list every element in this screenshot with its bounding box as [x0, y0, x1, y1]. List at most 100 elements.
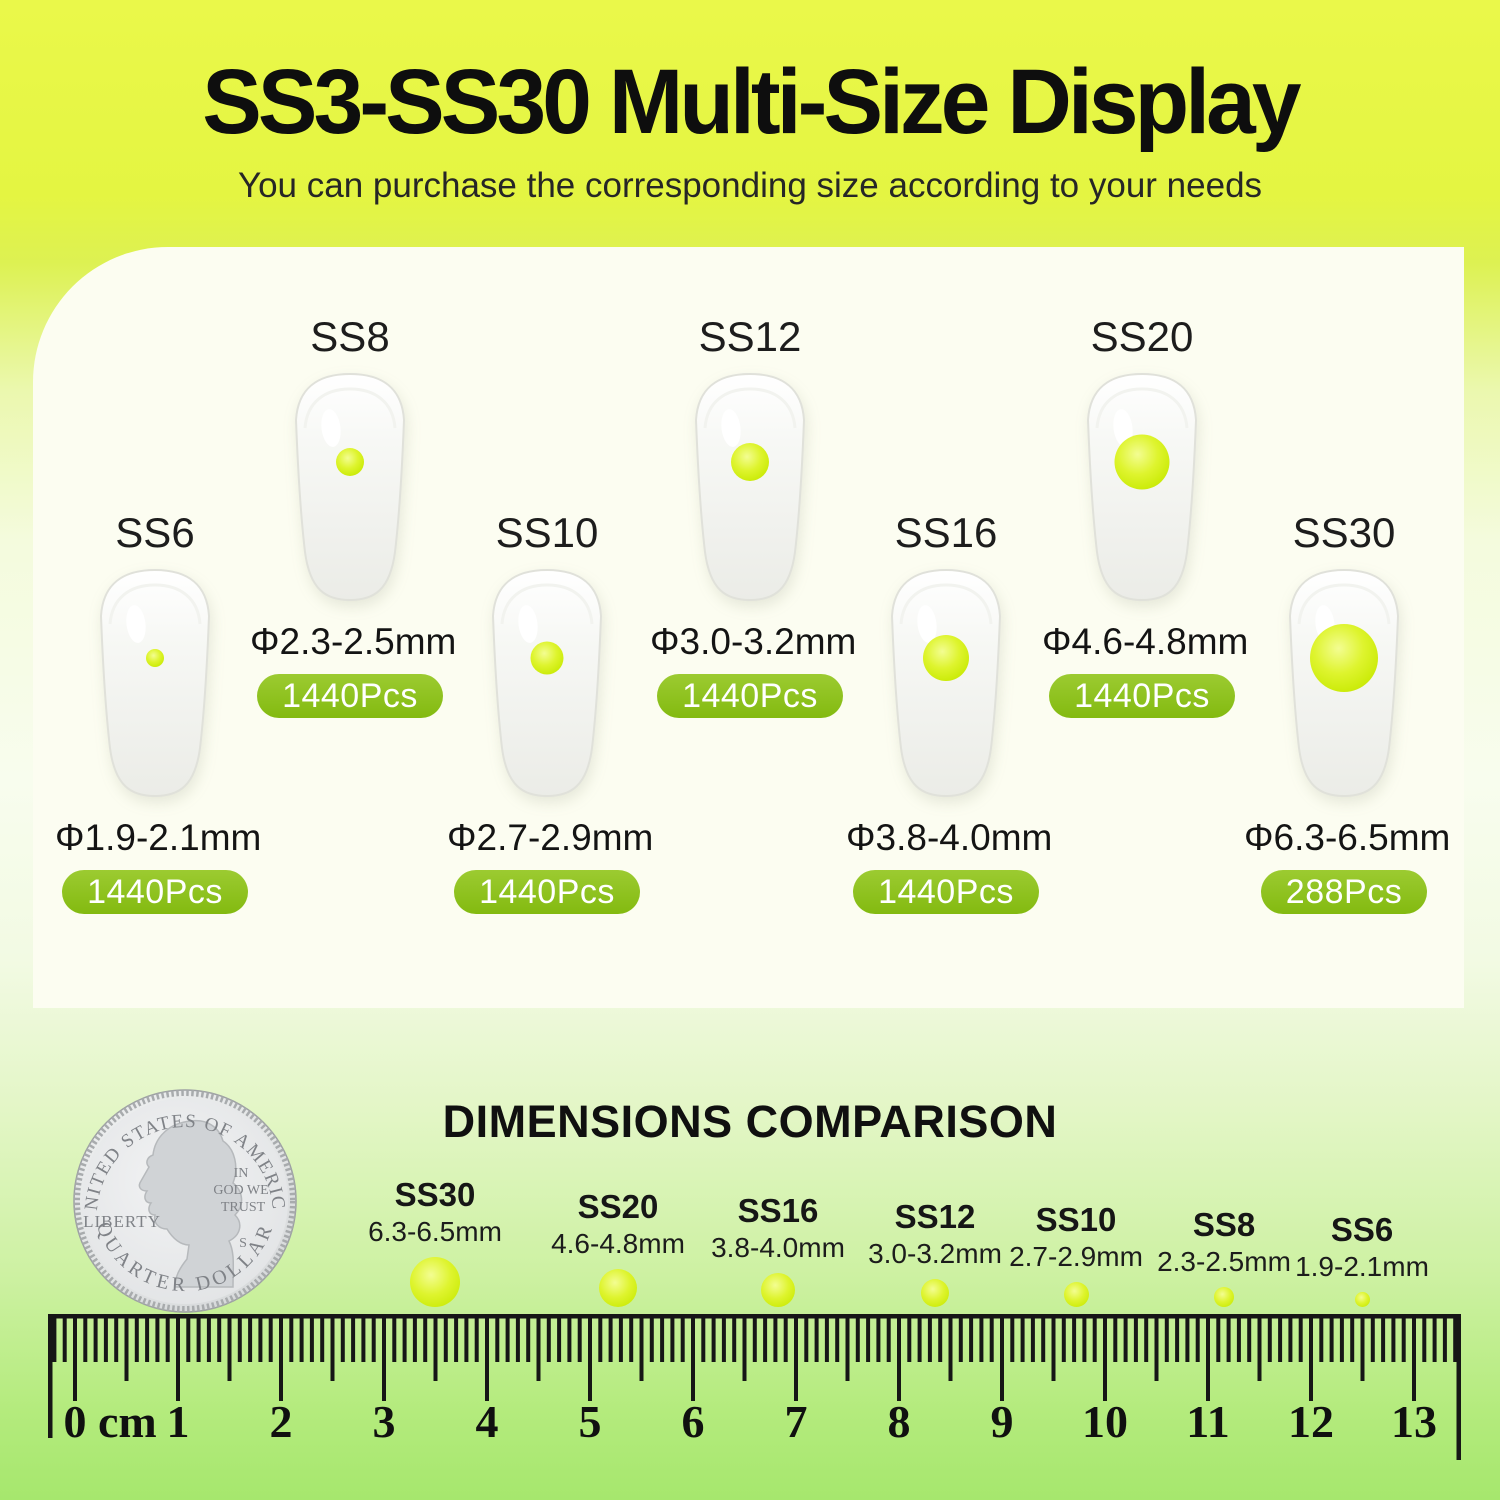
coin-motto-line2: GOD WE [213, 1183, 268, 1198]
svg-text:6: 6 [682, 1396, 705, 1447]
quantity-badge: 1440Pcs [454, 870, 640, 914]
quantity-badge: 1440Pcs [62, 870, 248, 914]
nail-image [491, 568, 603, 798]
comparison-item: SS8 2.3-2.5mm [1129, 1204, 1319, 1307]
nail-card: SS8 Φ2.3-2.5mm 1440Pcs [250, 313, 457, 718]
comparison-item: SS16 3.8-4.0mm [683, 1190, 873, 1307]
nail-shape [491, 568, 603, 798]
rhinestone-dot [1214, 1287, 1234, 1307]
rhinestone-on-nail [1310, 624, 1378, 692]
page-subtitle: You can purchase the corresponding size … [237, 166, 1263, 205]
size-diameter: Φ4.6-4.8mm [1042, 621, 1249, 662]
washington-profile [138, 1119, 243, 1288]
nail-image [890, 568, 1002, 798]
rhinestone-on-nail [731, 443, 769, 481]
svg-text:8: 8 [888, 1396, 911, 1447]
size-name: SS8 [310, 313, 390, 360]
comparison-size-name: SS12 [894, 1198, 976, 1235]
nail-card: SS10 Φ2.7-2.9mm 1440Pcs [447, 509, 654, 914]
comparison-size-range: 3.0-3.2mm [868, 1238, 1002, 1269]
quantity-badge: 1440Pcs [853, 870, 1039, 914]
coin-motto-line1: IN [234, 1166, 249, 1181]
nail-card: SS30 Φ6.3-6.5mm 288Pcs [1244, 509, 1451, 914]
size-diameter: Φ3.8-4.0mm [846, 817, 1053, 858]
comparison-item: SS12 3.0-3.2mm [840, 1196, 1030, 1307]
size-diameter: Φ2.3-2.5mm [250, 621, 457, 662]
rhinestone-on-nail [1114, 434, 1170, 490]
quarter-coin-image: UNITED STATES OF AMERICA QUARTER DOLLAR … [73, 1089, 297, 1313]
page-title: SS3-SS30 Multi-Size Display [202, 51, 1301, 153]
quantity-badge: 288Pcs [1260, 870, 1428, 914]
nail-shape [890, 568, 1002, 798]
coin-reeded-edge [74, 1090, 296, 1312]
rhinestone-dot [1354, 1292, 1370, 1307]
comparison-size-range: 2.7-2.9mm [1009, 1241, 1143, 1272]
comparison-size-range: 2.3-2.5mm [1157, 1246, 1291, 1277]
comparison-item: SS20 4.6-4.8mm [523, 1186, 713, 1307]
size-diameter: Φ1.9-2.1mm [55, 817, 262, 858]
svg-text:3: 3 [373, 1396, 396, 1447]
comparison-size-name: SS8 [1192, 1206, 1256, 1243]
nail-image [694, 372, 806, 602]
nail-image [99, 568, 211, 798]
rhinestone-dot [761, 1273, 795, 1307]
nail-shape [294, 372, 406, 602]
size-diameter: Φ6.3-6.5mm [1244, 817, 1451, 858]
quantity-badge: 1440Pcs [1049, 674, 1235, 718]
ruler-right-edge [1456, 1314, 1461, 1460]
rhinestone-dot [599, 1269, 637, 1307]
coin-motto-line3: TRUST [221, 1200, 266, 1215]
comparison-title: DIMENSIONS COMPARISON [442, 1096, 1058, 1147]
comparison-size-range: 6.3-6.5mm [368, 1216, 502, 1247]
nail-shape [99, 568, 211, 798]
rhinestone-on-nail [530, 641, 564, 675]
svg-text:13: 13 [1391, 1396, 1437, 1447]
quantity-badge: 1440Pcs [657, 674, 843, 718]
rhinestone-dot [921, 1279, 949, 1307]
nail-card: SS16 Φ3.8-4.0mm 1440Pcs [846, 509, 1053, 914]
coin-mint-mark: S [239, 1236, 247, 1251]
ruler-left-edge [48, 1314, 53, 1438]
comparison-item: SS10 2.7-2.9mm [981, 1199, 1171, 1307]
rhinestone-on-nail [336, 448, 364, 476]
svg-text:7: 7 [785, 1396, 808, 1447]
comparison-size-range: 3.8-4.0mm [711, 1232, 845, 1263]
size-name: SS30 [1292, 509, 1396, 556]
size-name: SS20 [1090, 313, 1194, 360]
svg-text:12: 12 [1288, 1396, 1334, 1447]
size-diameter: Φ2.7-2.9mm [447, 817, 654, 858]
svg-text:4: 4 [476, 1396, 499, 1447]
svg-text:10: 10 [1082, 1396, 1128, 1447]
size-name: SS10 [495, 509, 599, 556]
svg-text:1: 1 [167, 1396, 190, 1447]
svg-text:cm: cm [98, 1396, 157, 1447]
nail-image [294, 372, 406, 602]
size-diameter: Φ3.0-3.2mm [650, 621, 857, 662]
rhinestone-dot [410, 1257, 460, 1307]
nail-card: SS6 Φ1.9-2.1mm 1440Pcs [55, 509, 262, 914]
svg-text:9: 9 [991, 1396, 1014, 1447]
nail-card: SS20 Φ4.6-4.8mm 1440Pcs [1042, 313, 1249, 718]
comparison-size-name: SS16 [737, 1192, 819, 1229]
rhinestone-dot [1063, 1282, 1089, 1307]
size-name: SS12 [698, 313, 802, 360]
quantity-badge: 1440Pcs [257, 674, 443, 718]
comparison-size-name: SS10 [1035, 1201, 1117, 1238]
size-name: SS6 [115, 509, 195, 556]
comparison-item: SS30 6.3-6.5mm [340, 1174, 530, 1307]
svg-text:0: 0 [64, 1396, 87, 1447]
rhinestone-on-nail [146, 649, 164, 667]
comparison-size-range: 1.9-2.1mm [1295, 1251, 1429, 1282]
comparison-item: SS6 1.9-2.1mm [1267, 1209, 1457, 1307]
comparison-size-name: SS6 [1330, 1211, 1394, 1248]
svg-text:11: 11 [1186, 1396, 1229, 1447]
comparison-size-range: 4.6-4.8mm [551, 1228, 685, 1259]
svg-text:5: 5 [579, 1396, 602, 1447]
nail-image [1086, 372, 1198, 602]
rhinestone-on-nail [923, 635, 969, 681]
svg-text:2: 2 [270, 1396, 293, 1447]
nail-shape [694, 372, 806, 602]
comparison-size-name: SS30 [394, 1176, 476, 1213]
